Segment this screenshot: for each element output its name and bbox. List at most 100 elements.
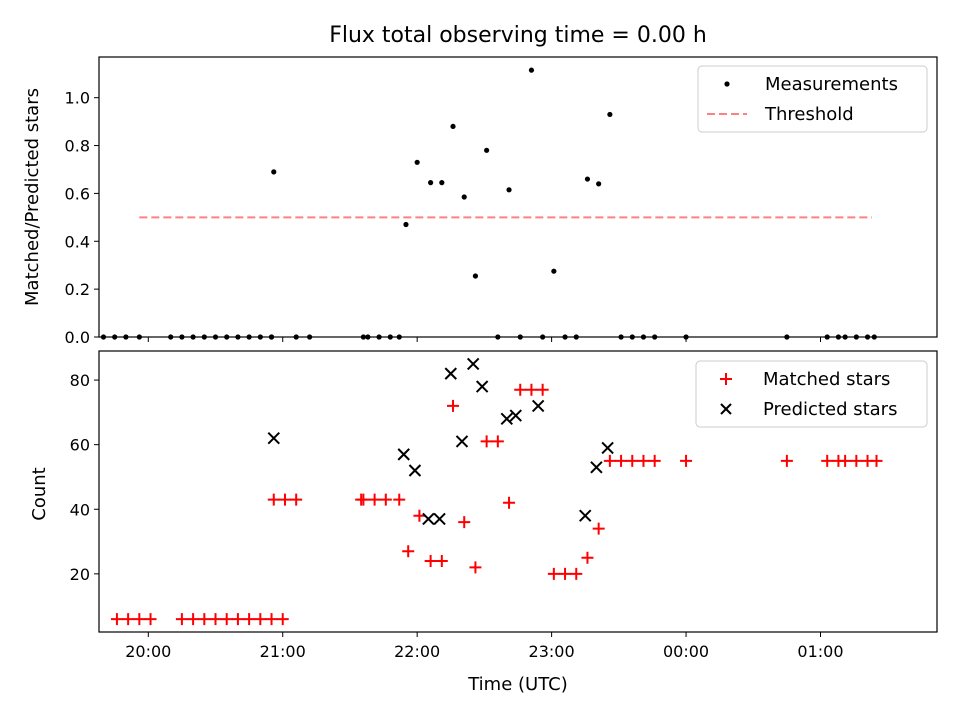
matched-star-marker xyxy=(393,493,406,506)
matched-star-marker xyxy=(637,454,650,467)
top-axes-frame xyxy=(98,56,938,338)
matched-star-marker xyxy=(290,493,303,506)
predicted-star-marker xyxy=(433,512,446,526)
predicted-star-marker xyxy=(444,367,457,380)
top-y-tick-label: 0.6 xyxy=(65,184,90,203)
matched-star-marker xyxy=(209,613,222,626)
x-tick-label: 20:00 xyxy=(125,642,171,661)
predicted-star-marker xyxy=(601,441,614,455)
legend-predicted-marker xyxy=(720,403,732,415)
matched-star-marker xyxy=(626,454,639,467)
predicted-star-marker xyxy=(408,464,422,477)
predicted-star-marker xyxy=(500,412,514,426)
predicted-star-marker xyxy=(590,461,603,474)
matched-star-marker xyxy=(278,493,291,506)
bottom-axes-frame xyxy=(98,350,938,633)
matched-star-marker xyxy=(648,454,661,467)
predicted-star-marker xyxy=(475,380,489,393)
matched-star-marker xyxy=(503,496,516,509)
matched-star-marker xyxy=(110,613,123,626)
legend-measurements-label: Measurements xyxy=(765,74,898,95)
matched-star-marker xyxy=(458,516,471,529)
predicted-star-marker xyxy=(531,399,545,413)
legend-matched-label: Matched stars xyxy=(763,369,890,390)
bottom-y-tick-label: 40 xyxy=(70,500,90,519)
matched-star-marker xyxy=(243,613,256,626)
matched-star-marker xyxy=(491,435,504,448)
bottom-y-tick-label: 80 xyxy=(70,371,90,390)
matched-star-marker xyxy=(870,454,883,467)
measurement-point xyxy=(461,194,467,200)
top-plot-area: 0.0 0.2 0.4 0.6 0.8 1.0 xyxy=(65,67,877,347)
top-y-tick-label: 0.2 xyxy=(65,280,90,299)
measurement-point xyxy=(607,111,613,118)
matched-star-marker xyxy=(570,567,583,580)
bottom-legend: Matched stars Predicted stars xyxy=(695,360,928,428)
matched-star-marker xyxy=(133,613,146,626)
measurement-point xyxy=(439,180,445,186)
matched-star-marker xyxy=(581,551,594,564)
predicted-star-marker xyxy=(267,431,280,445)
matched-star-marker xyxy=(144,613,157,626)
top-panel: Flux total observing time = 0.00 h 0.00.… xyxy=(22,23,938,347)
matched-star-marker xyxy=(536,383,549,396)
matched-star-marker xyxy=(469,561,482,574)
matched-star-marker xyxy=(267,493,280,506)
matched-star-marker xyxy=(447,399,460,412)
x-tick-label: 23:00 xyxy=(529,642,575,661)
matched-star-marker xyxy=(603,454,616,467)
top-chart-title: Flux total observing time = 0.00 h xyxy=(329,23,707,48)
predicted-star-marker xyxy=(579,509,592,522)
matched-star-marker xyxy=(379,493,392,506)
measurement-point xyxy=(403,221,409,228)
legend-predicted-label: Predicted stars xyxy=(763,399,897,420)
x-axis-label: Time (UTC) xyxy=(467,674,568,695)
x-tick-label: 21:00 xyxy=(260,642,306,661)
matched-star-marker xyxy=(413,509,426,522)
top-y-tick-label: 0.8 xyxy=(65,137,90,156)
matched-star-marker xyxy=(175,613,188,626)
measurement-point xyxy=(506,187,512,193)
measurement-point xyxy=(551,268,557,274)
bottom-y-tick-label: 60 xyxy=(70,436,90,455)
matched-star-marker xyxy=(187,613,200,626)
measurement-point xyxy=(472,273,479,279)
measurement-point xyxy=(528,67,535,73)
matched-star-marker xyxy=(357,493,370,506)
predicted-star-marker xyxy=(466,357,480,371)
legend-threshold-label: Threshold xyxy=(764,104,854,125)
top-y-tick-label: 1.0 xyxy=(65,89,90,108)
matched-star-marker xyxy=(680,454,693,467)
measurement-point xyxy=(450,123,456,130)
matched-star-marker xyxy=(122,613,135,626)
top-y-tick-label: 0.4 xyxy=(65,232,90,251)
matched-star-marker xyxy=(525,383,538,396)
matched-star-marker xyxy=(559,567,572,580)
measurement-point xyxy=(596,181,602,187)
matched-star-marker xyxy=(402,545,415,558)
x-tick-label: 01:00 xyxy=(797,642,843,661)
matched-star-marker xyxy=(821,454,834,467)
matched-star-marker xyxy=(780,454,793,467)
measurement-point xyxy=(428,180,434,186)
measurement-point xyxy=(484,147,490,153)
bottom-legend-box xyxy=(695,360,928,428)
legend-matched-marker xyxy=(720,373,732,385)
matched-star-marker xyxy=(231,613,244,626)
x-tick-label: 00:00 xyxy=(663,642,709,661)
matched-star-marker xyxy=(850,454,863,467)
matched-star-marker xyxy=(424,554,437,567)
matched-star-marker xyxy=(547,567,560,580)
matched-star-marker xyxy=(276,613,289,626)
matched-star-marker xyxy=(480,435,493,448)
measurement-point xyxy=(584,176,591,182)
top-legend-box xyxy=(697,65,928,133)
x-tick-label: 22:00 xyxy=(394,642,440,661)
top-y-tick-label: 0.0 xyxy=(65,328,90,347)
matched-star-marker xyxy=(198,613,211,626)
measurement-point xyxy=(271,169,277,175)
matched-star-marker xyxy=(839,454,852,467)
matched-star-marker xyxy=(435,554,448,567)
predicted-star-marker xyxy=(455,435,469,448)
